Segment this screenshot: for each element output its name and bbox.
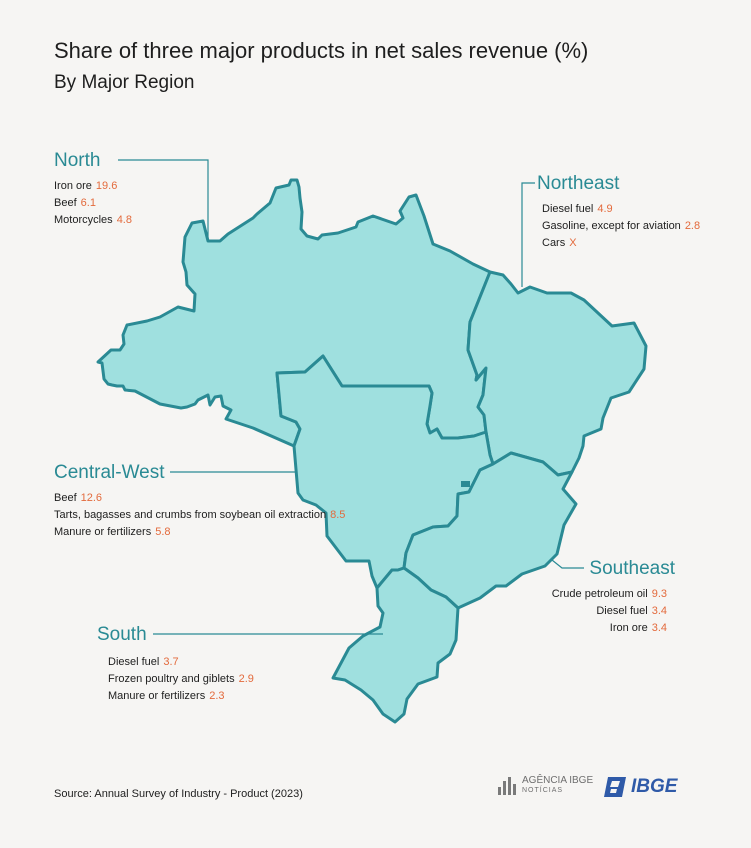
region-block-south: South Diesel fuel 3.7 Frozen poultry and … (97, 624, 254, 705)
list-item: Diesel fuel 4.9 (542, 203, 613, 215)
list-item: Motorcycles 4.8 (54, 214, 132, 226)
region-block-north: North Iron ore 19.6 Beef 6.1 Motorcycles 4.… (54, 150, 132, 229)
leader-line-southeast (551, 559, 584, 569)
list-item: Beef 6.1 (54, 197, 96, 209)
map-region-northeast (466, 270, 648, 477)
region-name-northeast: Northeast (537, 173, 620, 194)
list-item: Frozen poultry and giblets 2.9 (108, 673, 254, 685)
list-item: Manure or fertilizers 2.3 (108, 690, 225, 702)
region-block-central-west: Central-West Beef 12.6 Tarts, bagasses an… (54, 462, 345, 541)
leader-line-north (118, 159, 209, 241)
source-note: Source: Annual Survey of Industry - Prod… (54, 788, 303, 800)
list-item: Tarts, bagasses and crumbs from soybean … (54, 509, 346, 521)
region-name-central-west: Central-West (54, 462, 165, 483)
chart-subtitle: By Major Region (54, 72, 195, 93)
list-item: Diesel fuel 3.4 (596, 605, 667, 617)
list-item: Diesel fuel 3.7 (108, 656, 179, 668)
region-name-southeast: Southeast (589, 558, 675, 579)
region-block-northeast: Northeast Diesel fuel 4.9 Gasoline, excep… (537, 173, 700, 252)
agencia-logo-text: AGÊNCIA IBGE (522, 775, 594, 786)
list-item: Iron ore 19.6 (54, 180, 118, 192)
list-item: Gasoline, except for aviation 2.8 (542, 220, 701, 232)
list-item: Iron ore 3.4 (609, 622, 667, 634)
agencia-ibge-logo: AGÊNCIA IBGE NOTÍCIAS (498, 776, 593, 796)
map-region-south (331, 566, 460, 724)
list-item: Cars X (542, 237, 577, 249)
bar-chart-icon (498, 777, 518, 795)
region-name-south: South (97, 624, 147, 645)
ibge-mark-icon (604, 777, 626, 797)
map-region-southeast (402, 451, 578, 610)
region-name-north: North (54, 150, 101, 171)
list-item: Manure or fertilizers 5.8 (54, 526, 171, 538)
list-item: Crude petroleum oil 9.3 (551, 588, 667, 600)
leader-line-northeast (521, 182, 535, 287)
map-federal-district (461, 481, 470, 487)
agencia-logo-subtext: NOTÍCIAS (522, 787, 564, 794)
region-block-southeast: Southeast Crude petroleum oil 9.3 Diesel … (552, 558, 675, 637)
ibge-logo: IBGE (604, 776, 677, 798)
chart-title: Share of three major products in net sal… (54, 38, 589, 63)
ibge-logo-text: IBGE (631, 776, 678, 797)
list-item: Beef 12.6 (54, 492, 103, 504)
